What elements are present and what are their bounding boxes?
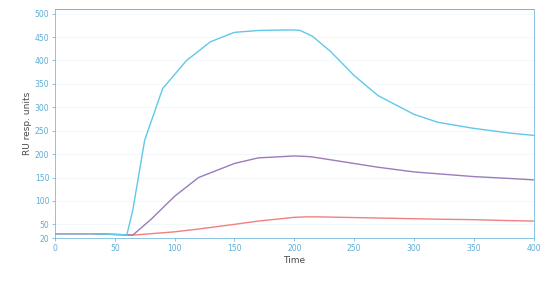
CBD 5mC 50µg/mL [52,232,58,235]
CBD 5mC 5µg/mL [147,218,154,221]
CBD 5mC 50µg/mL [160,87,166,90]
CBD 5mC 5µg/mL [118,233,124,236]
CBD 5mC 1µg/mL [255,219,262,223]
CBD 5mC 50µg/mL [470,127,477,130]
CBD 5mC 5µg/mL [351,162,358,165]
CBD 5mC 50µg/mL [327,49,333,53]
Y-axis label: RU resp. units: RU resp. units [23,92,32,155]
CBD 5mC 50µg/mL [123,233,130,237]
CBD 5mC 50µg/mL [129,209,136,212]
CBD 5mC 5µg/mL [530,178,537,182]
CBD 5mC 50µg/mL [297,29,304,32]
CBD 5mC 5µg/mL [52,232,58,235]
CBD 5mC 1µg/mL [363,216,370,220]
CBD 5mC 50µg/mL [506,131,513,135]
CBD 5mC 1µg/mL [231,223,238,226]
CBD 5mC 5µg/mL [129,233,136,237]
CBD 5mC 1µg/mL [52,232,58,235]
CBD 5mC 5µg/mL [470,175,477,179]
CBD 5mC 1µg/mL [434,218,441,221]
CBD 5mC 5µg/mL [303,155,310,158]
CBD 5mC 5µg/mL [434,172,441,176]
CBD 5mC 50µg/mL [87,232,94,235]
CBD 5mC 50µg/mL [375,94,381,97]
CBD 5mC 1µg/mL [87,232,94,235]
CBD 5mC 50µg/mL [410,113,417,116]
CBD 5mC 1µg/mL [506,219,513,222]
CBD 5mC 1µg/mL [195,227,202,231]
CBD 5mC 5µg/mL [291,154,298,158]
Line: CBD 5mC 5µg/mL: CBD 5mC 5µg/mL [55,156,534,235]
CBD 5mC 1µg/mL [291,215,298,219]
CBD 5mC 1µg/mL [339,215,345,219]
CBD 5mC 5µg/mL [231,162,238,165]
CBD 5mC 1µg/mL [129,233,136,237]
CBD 5mC 5µg/mL [172,195,178,198]
CBD 5mC 1µg/mL [410,217,417,221]
CBD 5mC 50µg/mL [183,59,190,62]
CBD 5mC 1µg/mL [147,232,154,235]
CBD 5mC 1µg/mL [315,215,321,219]
CBD 5mC 5µg/mL [195,176,202,179]
CBD 5mC 50µg/mL [207,40,214,44]
CBD 5mC 50µg/mL [351,74,358,77]
CBD 5mC 5µg/mL [410,170,417,174]
CBD 5mC 5µg/mL [87,232,94,235]
CBD 5mC 1µg/mL [118,233,124,236]
X-axis label: Time: Time [283,256,305,265]
CBD 5mC 5µg/mL [375,165,381,169]
CBD 5mC 50µg/mL [231,31,238,34]
CBD 5mC 50µg/mL [291,28,298,32]
CBD 5mC 1µg/mL [303,215,310,219]
CBD 5mC 5µg/mL [327,158,333,162]
CBD 5mC 50µg/mL [118,233,124,236]
CBD 5mC 50µg/mL [255,29,262,32]
CBD 5mC 1µg/mL [387,216,393,220]
CBD 5mC 50µg/mL [530,134,537,137]
CBD 5mC 50µg/mL [434,120,441,124]
CBD 5mC 1µg/mL [530,219,537,223]
CBD 5mC 1µg/mL [172,230,178,234]
Line: CBD 5mC 50µg/mL: CBD 5mC 50µg/mL [55,30,534,235]
Line: CBD 5mC 1µg/mL: CBD 5mC 1µg/mL [55,217,534,235]
CBD 5mC 50µg/mL [141,138,148,142]
CBD 5mC 50µg/mL [279,28,285,32]
CBD 5mC 50µg/mL [309,34,316,38]
CBD 5mC 1µg/mL [470,218,477,221]
CBD 5mC 5µg/mL [506,177,513,180]
CBD 5mC 5µg/mL [309,155,316,159]
CBD 5mC 5µg/mL [255,156,262,160]
